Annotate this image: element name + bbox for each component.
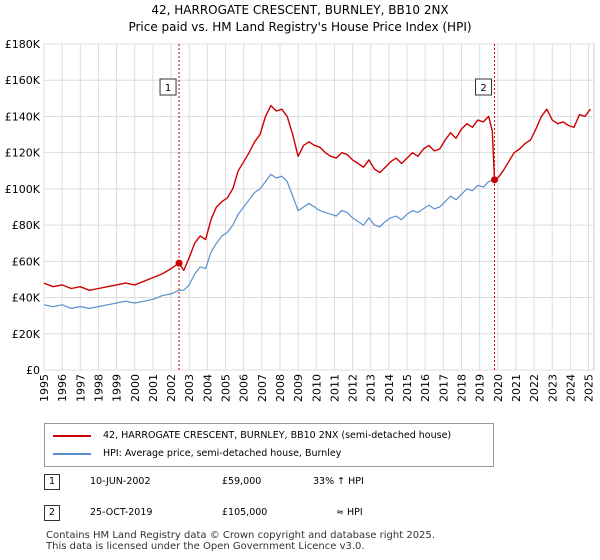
transaction-price: £59,000	[222, 476, 262, 487]
x-tick-label: 2009	[292, 374, 305, 402]
annotation-box	[159, 78, 177, 96]
chart-subtitle: Price paid vs. HM Land Registry's House …	[128, 20, 471, 34]
price-chart: 42, HARROGATE CRESCENT, BURNLEY, BB10 2N…	[5, 3, 596, 402]
x-tick-label: 2022	[528, 374, 541, 402]
transaction-number: 1	[44, 474, 60, 490]
transaction-hpi: ≈ HPI	[336, 507, 363, 518]
y-tick-label: £120K	[5, 147, 41, 160]
legend: 42, HARROGATE CRESCENT, BURNLEY, BB10 2N…	[44, 423, 494, 467]
y-tick-label: £60K	[12, 255, 41, 268]
x-tick-label: 2004	[201, 374, 214, 402]
transaction-price: £105,000	[222, 507, 268, 518]
x-tick-label: 1997	[74, 374, 87, 402]
legend-item-hpi: HPI: Average price, semi-detached house,…	[53, 445, 341, 463]
y-tick-label: £140K	[5, 110, 41, 123]
x-tick-label: 2024	[564, 374, 577, 402]
y-tick-label: £100K	[5, 183, 41, 196]
annotation-label: 1	[165, 83, 171, 94]
x-tick-label: 2011	[328, 374, 341, 402]
x-tick-label: 2018	[455, 374, 468, 402]
x-tick-label: 1998	[92, 374, 105, 402]
x-tick-label: 2006	[238, 374, 251, 402]
y-tick-label: £80K	[12, 219, 41, 232]
x-tick-label: 1999	[111, 374, 124, 402]
transaction-hpi: 33% ↑ HPI	[313, 476, 364, 487]
transaction-date: 10-JUN-2002	[90, 476, 151, 487]
legend-label-property: 42, HARROGATE CRESCENT, BURNLEY, BB10 2N…	[103, 430, 452, 441]
annotation-label: 2	[480, 83, 486, 94]
sale-point	[175, 259, 183, 267]
plot-area: £0 £20K £40K £60K £80K £100K £120K £140K £160K £1…	[5, 38, 596, 402]
x-tick-label: 2015	[401, 374, 414, 402]
series-line-hpi	[43, 173, 495, 309]
transaction-number: 2	[44, 505, 60, 521]
legend-swatch-blue	[53, 452, 91, 455]
y-tick-label: £180K	[5, 38, 41, 51]
legend-item-property: 42, HARROGATE CRESCENT, BURNLEY, BB10 2N…	[53, 427, 451, 445]
y-tick-label: £160K	[5, 74, 41, 87]
footer-note: Contains HM Land Registry data © Crown c…	[46, 530, 435, 552]
x-tick-label: 2017	[437, 374, 450, 402]
x-tick-label: 2023	[546, 374, 559, 402]
y-tick-label: £20K	[12, 328, 41, 341]
x-tick-label: 2020	[492, 374, 505, 402]
sale-point	[491, 176, 499, 184]
annotation-box	[475, 78, 493, 96]
y-tick-label: £40K	[12, 292, 41, 305]
x-tick-label: 2012	[347, 374, 360, 402]
plot-frame	[43, 43, 595, 371]
x-tick-label: 2000	[129, 374, 142, 402]
x-tick-label: 2021	[510, 374, 523, 402]
x-tick-label: 2003	[183, 374, 196, 402]
x-tick-label: 2010	[310, 374, 323, 402]
x-tick-label: 2002	[165, 374, 178, 402]
footer-licence: This data is licensed under the Open Gov…	[46, 541, 365, 552]
y-tick-label: £0	[26, 364, 40, 377]
x-tick-label: 2014	[383, 374, 396, 402]
x-tick-label: 2008	[274, 374, 287, 402]
legend-label-hpi: HPI: Average price, semi-detached house,…	[103, 448, 342, 459]
x-tick-label: 2007	[256, 374, 269, 402]
x-tick-label: 2025	[583, 374, 596, 402]
x-tick-label: 2016	[419, 374, 432, 402]
transaction-date: 25-OCT-2019	[90, 507, 153, 518]
x-tick-label: 2005	[220, 374, 233, 402]
x-tick-label: 2019	[474, 374, 487, 402]
x-tick-label: 2001	[147, 374, 160, 402]
chart-title: 42, HARROGATE CRESCENT, BURNLEY, BB10 2N…	[151, 3, 448, 17]
footer-copyright: Contains HM Land Registry data © Crown c…	[46, 530, 435, 541]
x-tick-label: 1996	[56, 374, 69, 402]
x-tick-label: 2013	[365, 374, 378, 402]
legend-swatch-red	[53, 434, 91, 437]
x-tick-label: 1995	[38, 374, 51, 402]
